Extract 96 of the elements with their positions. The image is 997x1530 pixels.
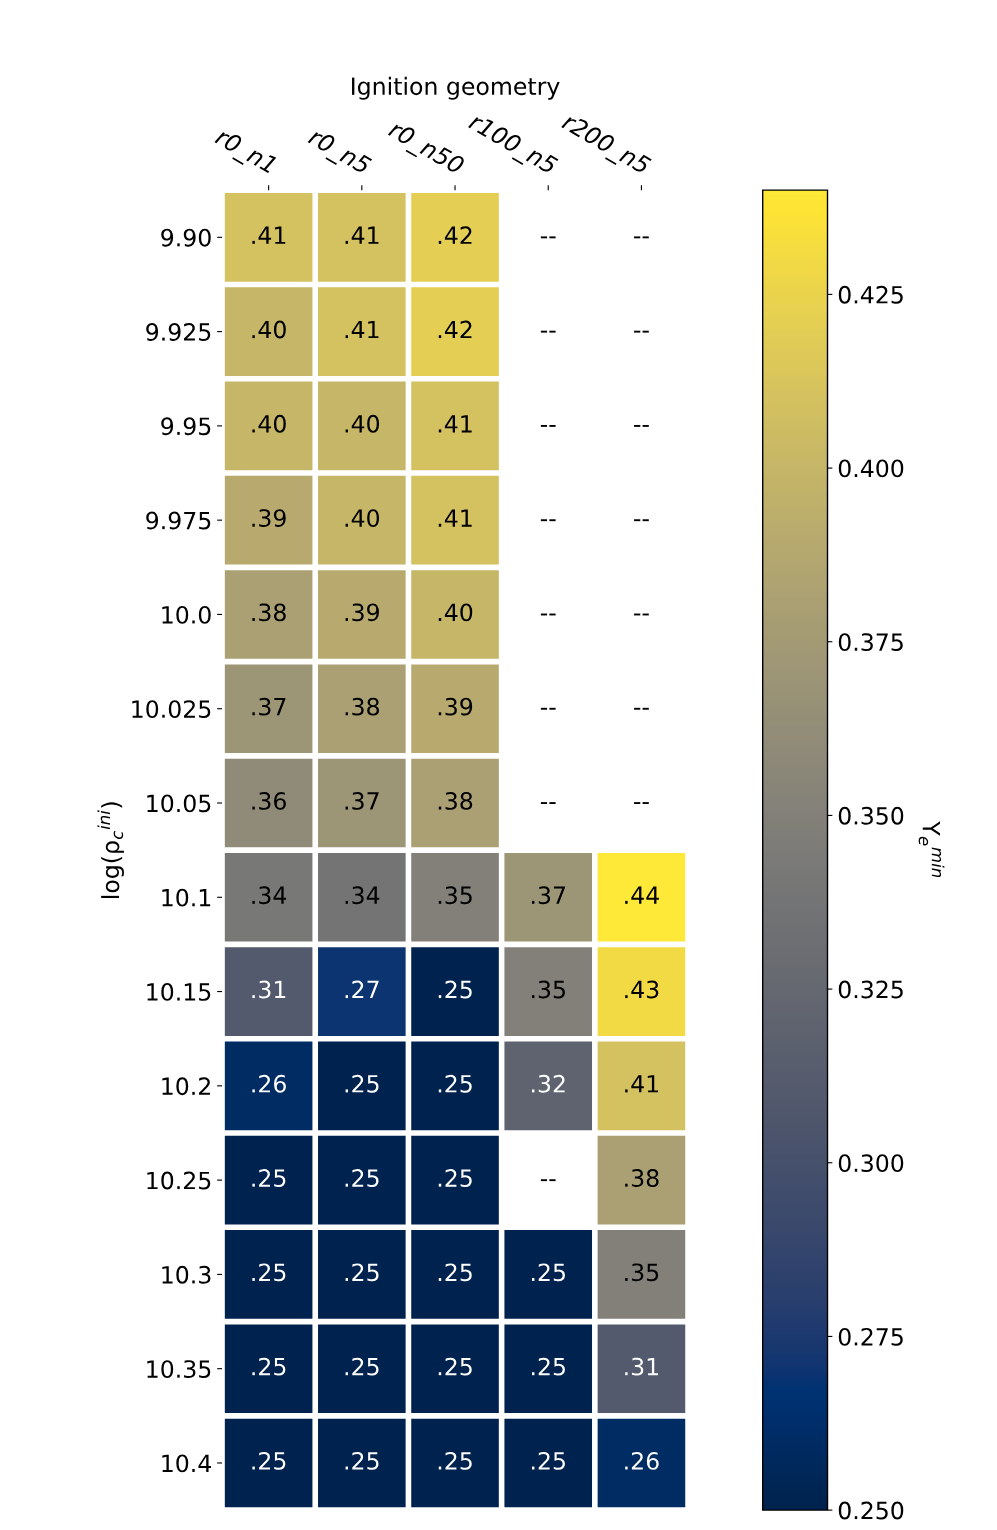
y-tick-label: 10.4 (162, 1454, 211, 1473)
data-label: .41 (625, 1075, 659, 1093)
data-label: .38 (438, 792, 473, 810)
data-label: .25 (252, 1169, 286, 1187)
color-bar-label: 0.425 (838, 285, 903, 304)
data-label: .40 (438, 603, 473, 622)
data-label: .41 (438, 415, 472, 433)
data-label: .25 (438, 1169, 472, 1187)
y-tick-label: 10.05 (147, 794, 211, 813)
data-label: .42 (438, 226, 472, 244)
data-label: .25 (438, 1074, 472, 1093)
y-tick-label: 10.15 (147, 983, 211, 1001)
data-label: .25 (345, 1074, 379, 1093)
data-label: .25 (531, 1451, 565, 1470)
data-label: .25 (531, 1357, 565, 1376)
data-label: .43 (625, 980, 659, 999)
color-bar-label: 0.350 (838, 806, 904, 825)
text: -- (540, 424, 556, 427)
y-axis-title: log(ρ$_{c}$$^{ini}$) (97, 802, 124, 898)
text: -- (540, 1179, 556, 1182)
data-label: .39 (345, 603, 379, 622)
text: -- (540, 236, 556, 239)
data-label: .40 (252, 320, 286, 339)
data-label: .39 (252, 509, 286, 528)
data-label: .40 (252, 414, 286, 433)
text: -- (540, 330, 556, 333)
data-label: .36 (252, 792, 286, 810)
y-tick-label: 10.3 (162, 1265, 211, 1284)
text: -- (634, 613, 649, 616)
data-label: .39 (438, 697, 473, 716)
text: -- (634, 330, 649, 333)
y-tick-label: 10.0 (162, 605, 211, 624)
data-label: .35 (531, 980, 565, 999)
data-label: .38 (625, 1169, 659, 1187)
data-label: .37 (345, 792, 379, 810)
data-label: .41 (438, 509, 472, 527)
data-label: .44 (625, 886, 659, 904)
text: -- (540, 802, 556, 804)
color-bar-label: 0.275 (838, 1327, 903, 1346)
data-label: .25 (531, 1263, 565, 1282)
color-bar-label: 0.325 (838, 980, 903, 999)
data-label: .25 (438, 1357, 472, 1376)
data-label: .42 (438, 320, 472, 339)
data-label: .25 (252, 1357, 286, 1376)
data-label: .38 (252, 603, 286, 622)
y-tick-label: 9.975 (146, 511, 211, 530)
data-label: .41 (345, 320, 379, 339)
data-label: .35 (625, 1263, 659, 1282)
data-label: .27 (345, 980, 379, 999)
data-label: .25 (438, 1451, 472, 1470)
x-axis-title: Ignition geometry (352, 76, 560, 100)
text: -- (634, 802, 649, 804)
text: -- (634, 236, 649, 239)
y-tick-label: 10.35 (147, 1360, 211, 1378)
color-bar-label: 0.250 (838, 1501, 904, 1520)
data-label: .34 (345, 886, 380, 905)
data-label: .26 (252, 1074, 286, 1093)
data-label: .35 (438, 886, 472, 905)
data-label: .25 (252, 1263, 286, 1282)
data-label: .32 (531, 1074, 565, 1093)
color-bar-label: 0.300 (838, 1154, 904, 1173)
data-label: .25 (345, 1357, 379, 1376)
color-bar-title: Y$_{e}$$^{min}$ (918, 821, 945, 878)
data-label: .31 (625, 1357, 659, 1376)
data-label: .41 (345, 226, 379, 244)
data-label: .38 (345, 697, 379, 716)
data-label: .25 (438, 980, 472, 999)
y-tick-label: 9.95 (161, 417, 211, 436)
y-tick-label: 9.925 (146, 323, 211, 341)
data-label: .37 (252, 697, 286, 716)
color-bar-label: 0.400 (838, 459, 904, 478)
text: -- (540, 613, 556, 616)
data-label: .40 (345, 414, 380, 433)
text: -- (540, 519, 556, 522)
data-label: .31 (252, 980, 286, 999)
data-label: .25 (345, 1451, 379, 1470)
data-label: .25 (252, 1451, 286, 1470)
x-tick-label: r0_n5 (304, 126, 373, 180)
y-tick-label: 10.25 (147, 1171, 211, 1190)
y-tick-label: 10.1 (162, 888, 211, 907)
data-label: .41 (252, 226, 286, 244)
data-label: .25 (438, 1263, 472, 1282)
data-label: .37 (531, 886, 565, 905)
data-label: .26 (625, 1451, 659, 1470)
y-tick-label: 10.025 (132, 700, 211, 719)
data-label: .25 (345, 1169, 379, 1187)
y-tick-label: 9.90 (161, 228, 211, 247)
color-bar-label: 0.375 (838, 633, 903, 652)
data-label: .34 (252, 886, 287, 905)
text: -- (634, 707, 649, 710)
text: -- (634, 519, 649, 522)
data-label: .25 (345, 1263, 379, 1282)
y-tick-label: 10.2 (162, 1077, 210, 1096)
data-label: .40 (345, 509, 380, 528)
text: -- (540, 707, 556, 710)
text: -- (634, 424, 649, 427)
